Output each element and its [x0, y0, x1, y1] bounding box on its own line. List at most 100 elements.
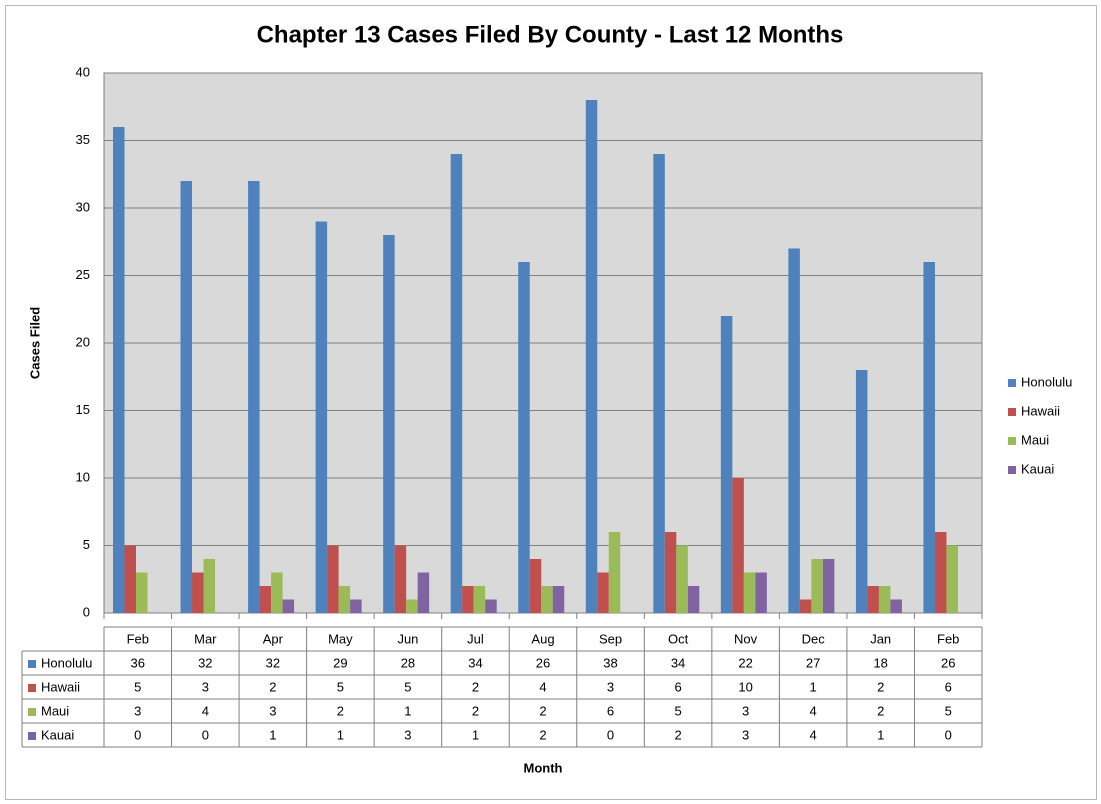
table-series-label: Kauai [41, 727, 74, 742]
table-cell-value: 3 [404, 727, 411, 742]
legend-swatch-honolulu [1008, 379, 1016, 387]
bar-maui-6 [541, 586, 553, 613]
bar-hawaii-1 [192, 572, 204, 613]
table-series-label: Hawaii [41, 679, 80, 694]
bar-honolulu-11 [855, 370, 868, 613]
bar-kauai-9 [755, 572, 767, 613]
legend-swatch-hawaii [1008, 408, 1016, 416]
bar-maui-11 [878, 586, 891, 613]
x-tick-label: Nov [734, 631, 758, 646]
x-tick-label: Dec [802, 631, 826, 646]
x-tick-label: Jan [870, 631, 891, 646]
bar-honolulu-1 [180, 181, 193, 613]
table-cell-value: 0 [202, 727, 209, 742]
table-cell-value: 5 [337, 679, 344, 694]
table-cell-value: 26 [536, 655, 550, 670]
table-cell-value: 32 [266, 655, 280, 670]
bar-honolulu-6 [518, 262, 530, 613]
bar-maui-12 [946, 545, 958, 613]
y-tick-label: 10 [76, 469, 90, 484]
table-cell-value: 0 [134, 727, 141, 742]
table-cell-value: 5 [945, 703, 952, 718]
table-cell-value: 1 [472, 727, 479, 742]
table-cell-value: 2 [877, 703, 884, 718]
table-cell-value: 2 [877, 679, 884, 694]
bar-maui-8 [676, 545, 688, 613]
bar-honolulu-7 [585, 100, 598, 613]
bar-maui-2 [271, 572, 283, 613]
table-swatch-kauai [28, 732, 36, 740]
bar-honolulu-8 [653, 154, 665, 613]
bar-honolulu-4 [383, 235, 395, 613]
table-cell-value: 5 [674, 703, 681, 718]
bar-hawaii-12 [934, 532, 947, 613]
bar-hawaii-4 [394, 545, 407, 613]
table-cell-value: 1 [404, 703, 411, 718]
bar-maui-0 [136, 572, 148, 613]
bar-maui-9 [743, 572, 756, 613]
bar-hawaii-0 [124, 545, 136, 613]
bar-honolulu-2 [248, 181, 260, 613]
bar-honolulu-9 [720, 316, 733, 613]
table-series-label: Maui [41, 703, 69, 718]
legend-swatch-kauai [1008, 466, 1016, 474]
y-tick-label: 0 [83, 604, 90, 619]
table-swatch-honolulu [28, 660, 36, 668]
legend-label-hawaii: Hawaii [1021, 403, 1060, 418]
bar-maui-10 [811, 559, 823, 613]
table-cell-value: 5 [134, 679, 141, 694]
x-tick-label: Jun [397, 631, 418, 646]
bar-hawaii-9 [732, 478, 744, 613]
legend-label-kauai: Kauai [1021, 461, 1054, 476]
table-cell-value: 2 [337, 703, 344, 718]
bar-kauai-10 [822, 559, 835, 613]
bar-honolulu-12 [923, 262, 935, 613]
table-cell-value: 18 [873, 655, 887, 670]
table-cell-value: 1 [810, 679, 817, 694]
table-cell-value: 29 [333, 655, 347, 670]
y-tick-label: 35 [76, 132, 90, 147]
table-cell-value: 10 [738, 679, 752, 694]
x-tick-label: Sep [599, 631, 622, 646]
table-cell-value: 3 [607, 679, 614, 694]
bar-hawaii-5 [462, 586, 474, 613]
bar-maui-1 [203, 559, 216, 613]
y-tick-label: 15 [76, 402, 90, 417]
table-cell-value: 2 [472, 703, 479, 718]
legend-label-maui: Maui [1021, 432, 1049, 447]
table-cell-value: 6 [607, 703, 614, 718]
x-tick-label: Jul [467, 631, 484, 646]
table-swatch-maui [28, 708, 36, 716]
x-tick-label: May [328, 631, 353, 646]
table-cell-value: 38 [603, 655, 617, 670]
table-cell-value: 3 [269, 703, 276, 718]
bar-maui-7 [608, 532, 621, 613]
x-tick-label: Feb [937, 631, 959, 646]
table-swatch-hawaii [28, 684, 36, 692]
bar-kauai-2 [282, 599, 295, 613]
bar-kauai-4 [417, 572, 430, 613]
table-cell-value: 6 [945, 679, 952, 694]
table-cell-value: 2 [269, 679, 276, 694]
table-series-label: Honolulu [41, 655, 92, 670]
bar-hawaii-2 [259, 586, 272, 613]
table-cell-value: 4 [202, 703, 209, 718]
table-cell-value: 1 [269, 727, 276, 742]
x-tick-label: Feb [127, 631, 149, 646]
table-cell-value: 3 [134, 703, 141, 718]
bar-kauai-6 [552, 586, 565, 613]
table-cell-value: 4 [810, 727, 817, 742]
table-cell-value: 36 [131, 655, 145, 670]
bar-hawaii-3 [327, 545, 339, 613]
x-tick-label: Mar [194, 631, 217, 646]
chart-title: Chapter 13 Cases Filed By County - Last … [257, 21, 844, 48]
table-cell-value: 2 [539, 703, 546, 718]
table-cell-value: 1 [337, 727, 344, 742]
y-tick-label: 5 [83, 537, 90, 552]
table-cell-value: 27 [806, 655, 820, 670]
bar-maui-3 [338, 586, 351, 613]
bar-hawaii-8 [664, 532, 677, 613]
bar-honolulu-10 [788, 248, 800, 613]
bar-maui-4 [406, 599, 418, 613]
table-cell-value: 2 [472, 679, 479, 694]
